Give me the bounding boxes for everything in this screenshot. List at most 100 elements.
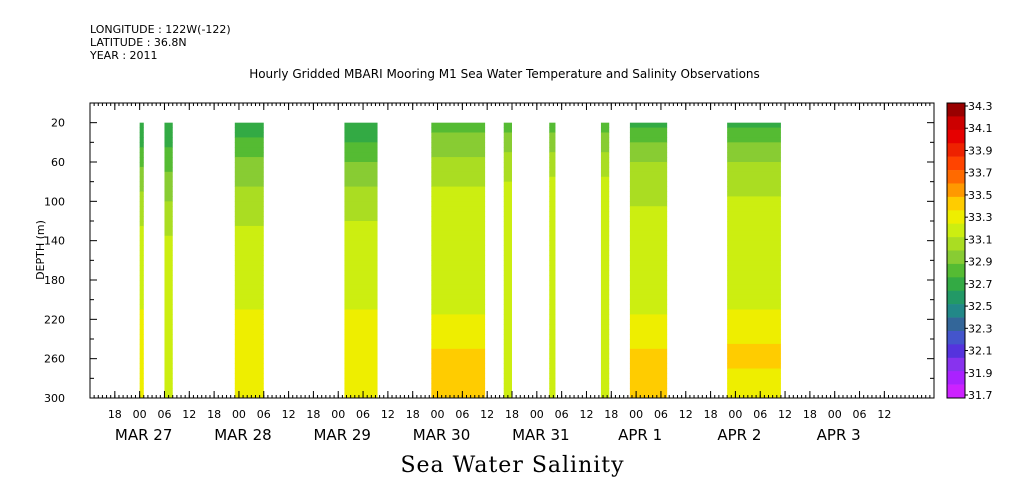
data-cell	[503, 216, 512, 222]
data-cell	[431, 388, 486, 394]
data-cell	[629, 343, 668, 350]
data-cell	[727, 186, 781, 192]
data-segment	[139, 122, 144, 399]
data-cell	[600, 132, 610, 138]
data-cell	[164, 147, 173, 153]
x-tick-label: 18	[704, 408, 718, 421]
data-cell	[549, 314, 556, 320]
data-cell	[234, 393, 264, 399]
data-cell	[503, 314, 512, 320]
data-cell	[139, 245, 144, 251]
data-cell	[431, 284, 486, 291]
colorbar-swatch	[947, 196, 965, 211]
data-cell	[234, 284, 264, 291]
data-cell	[344, 275, 378, 281]
x-tick-label: 06	[356, 408, 370, 421]
data-cell	[727, 329, 781, 335]
data-cell	[600, 358, 610, 364]
colorbar-swatch	[947, 129, 965, 144]
data-cell	[549, 142, 556, 148]
data-cell	[344, 343, 378, 350]
data-cell	[549, 152, 556, 158]
data-cell	[727, 339, 781, 345]
x-tick-label: 12	[381, 408, 395, 421]
data-cell	[164, 201, 173, 207]
data-cell	[234, 260, 264, 266]
data-cell	[549, 393, 556, 399]
data-cell	[431, 314, 486, 320]
data-cell	[164, 368, 173, 374]
data-cell	[503, 211, 512, 217]
colorbar-label: 32.5	[968, 300, 993, 313]
data-cell	[234, 373, 264, 379]
data-cell	[600, 373, 610, 379]
colorbar-swatch	[947, 223, 965, 238]
data-cell	[600, 280, 610, 286]
data-cell	[234, 127, 264, 133]
x-tick-label: 18	[207, 408, 221, 421]
data-cell	[549, 334, 556, 340]
data-cell	[727, 294, 781, 301]
data-cell	[503, 309, 512, 315]
data-cell	[549, 206, 556, 212]
data-cell	[139, 230, 144, 237]
data-cell	[234, 225, 264, 232]
colorbar-label: 32.1	[968, 345, 993, 358]
data-cell	[549, 176, 556, 183]
data-cell	[164, 142, 173, 148]
data-cell	[234, 235, 264, 242]
data-cell	[629, 368, 668, 374]
data-cell	[344, 186, 378, 192]
data-cell	[139, 358, 144, 364]
data-cell	[234, 275, 264, 281]
data-cell	[431, 230, 486, 237]
data-cell	[139, 319, 144, 325]
data-cell	[344, 250, 378, 256]
x-tick-label: 18	[505, 408, 519, 421]
data-cell	[503, 235, 512, 242]
data-cell	[234, 309, 264, 315]
data-cell	[503, 270, 512, 276]
data-cell	[234, 358, 264, 364]
x-tick-label: 18	[306, 408, 320, 421]
data-cell	[164, 275, 173, 281]
data-cell	[344, 137, 378, 143]
data-cell	[344, 230, 378, 237]
data-cell	[600, 309, 610, 315]
colorbar-label: 31.7	[968, 389, 993, 402]
data-cell	[629, 319, 668, 325]
data-cell	[164, 127, 173, 133]
data-cell	[727, 235, 781, 242]
data-cell	[503, 284, 512, 291]
data-cell	[234, 348, 264, 355]
data-cell	[234, 319, 264, 325]
data-cell	[431, 235, 486, 242]
data-cell	[629, 309, 668, 315]
data-cell	[503, 147, 512, 153]
data-cell	[234, 334, 264, 340]
data-cell	[503, 265, 512, 271]
data-cell	[600, 186, 610, 192]
data-cell	[139, 383, 144, 389]
data-cell	[503, 196, 512, 202]
data-cell	[629, 166, 668, 173]
data-cell	[431, 255, 486, 261]
data-cell	[629, 176, 668, 183]
x-tick-label: 12	[480, 408, 494, 421]
data-cell	[503, 157, 512, 163]
data-cell	[344, 348, 378, 355]
colorbar-label: 32.7	[968, 278, 993, 291]
data-cell	[344, 265, 378, 271]
data-cell	[600, 353, 610, 360]
data-cell	[431, 127, 486, 133]
data-cell	[139, 147, 144, 153]
data-cell	[629, 240, 668, 246]
data-cell	[629, 245, 668, 251]
data-cell	[600, 304, 610, 310]
data-cell	[503, 255, 512, 261]
data-cell	[431, 240, 486, 246]
data-cell	[629, 358, 668, 364]
data-cell	[344, 157, 378, 163]
data-cell	[727, 280, 781, 286]
y-tick-label: 140	[44, 235, 65, 248]
